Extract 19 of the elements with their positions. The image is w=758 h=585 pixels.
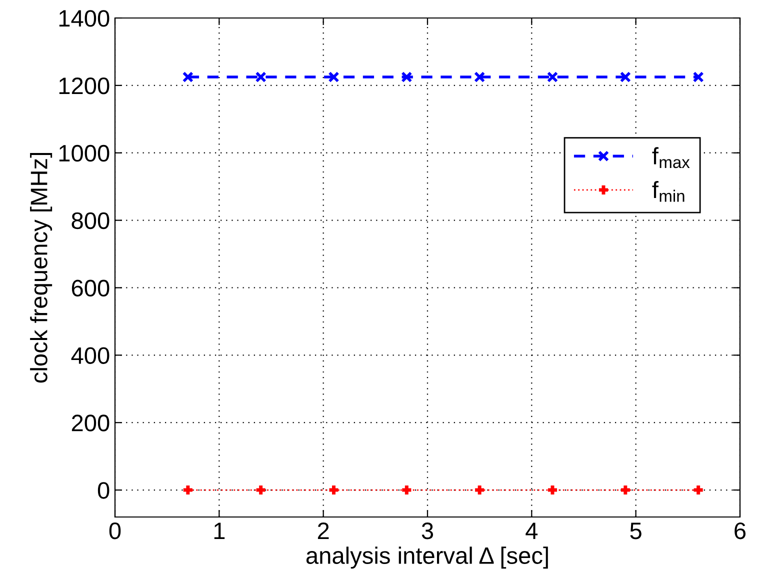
x-tick-label: 3 — [422, 522, 434, 540]
x-tick-label: 5 — [630, 522, 642, 540]
y-tick-label: 1400 — [59, 10, 110, 27]
x-tick-label: 2 — [318, 522, 329, 539]
y-tick-label: 200 — [72, 414, 110, 432]
x-tick-label: 0 — [109, 522, 121, 540]
legend-label: f$_{max}$ — [652, 147, 690, 168]
legend-label: f$_{min}$ — [652, 180, 684, 202]
y-tick-label: 400 — [71, 347, 110, 364]
y-tick-label: 600 — [72, 280, 110, 297]
y-axis-title: clock frequency [MHz] — [30, 153, 52, 383]
y-tick-label: 1000 — [59, 144, 110, 162]
x-tick-label: 6 — [734, 522, 746, 540]
x-axis-title: analysis interval Δ [sec] — [306, 546, 548, 569]
y-tick-label: 1200 — [59, 78, 110, 94]
x-tick-label: 1 — [214, 522, 225, 539]
y-tick-label: 800 — [72, 212, 110, 230]
y-tick-label: 0 — [98, 482, 110, 499]
x-tick-label: 4 — [526, 522, 538, 539]
